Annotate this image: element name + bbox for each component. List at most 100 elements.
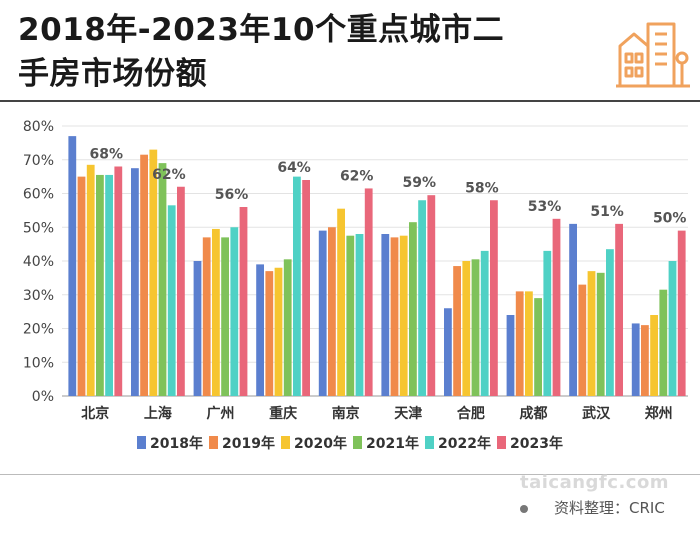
data-label: 64% [277,160,311,176]
legend-label: 2020年 [294,435,347,452]
x-tick-label: 武汉 [582,405,611,422]
bar [77,176,86,396]
legend-label: 2022年 [438,435,491,452]
bar [167,205,176,396]
bar [328,227,336,396]
y-tick-label: 70% [23,153,54,169]
bar [221,237,229,396]
bar [355,234,364,396]
legend-swatch [497,436,506,449]
x-tick-label: 合肥 [457,405,485,422]
x-tick-label: 天津 [394,405,422,422]
bar [86,164,95,396]
bar [293,176,301,396]
bar [149,149,158,396]
bar [105,174,113,396]
watermark-text: taicangfc.com [520,472,670,493]
title-line-2: 手房市场份额 [18,56,207,92]
legend-swatch [353,436,362,449]
bar [668,261,677,396]
bar [302,180,310,396]
data-label: 62% [340,168,374,184]
footer-divider [0,474,700,475]
data-label: 56% [215,187,249,203]
chart-area: 0% 10% 20% 30% 40% 50% 60% 70% 80% 68% 北京 62% 上海 56% 广… [0,104,700,472]
bar [606,249,614,396]
bar [552,218,561,396]
bar [68,136,77,396]
y-tick-label: 80% [23,119,54,135]
bar [364,188,373,396]
bar [427,195,436,396]
bar [212,228,220,396]
bar [239,207,248,396]
bar [265,271,274,396]
bar [569,223,577,396]
x-tick-label: 郑州 [645,405,673,422]
building-logo-icon [616,22,690,88]
title-line-1: 2018年-2023年10个重点城市二 [18,12,505,48]
bar [596,272,605,396]
bar [158,163,167,396]
bar [543,250,552,396]
x-tick-label: 重庆 [269,405,297,422]
data-label: 58% [465,180,499,196]
bar [471,259,480,396]
page-title: 2018年-2023年10个重点城市二 手房市场份额 [18,8,578,96]
bullet-dot-icon [520,504,528,513]
bar [96,174,104,396]
legend-label: 2019年 [222,435,275,452]
bar [283,259,292,396]
bar [230,227,239,396]
bar [177,186,185,396]
bar [534,298,542,396]
x-tick-label: 成都 [520,405,548,422]
bar [525,291,533,396]
data-label: 51% [590,204,624,220]
legend-swatch [281,436,290,449]
legend-swatch [137,436,146,449]
bar [515,291,524,396]
bar [480,250,489,396]
bar-chart: 0% 10% 20% 30% 40% 50% 60% 70% 80% 68% 北京 62% 上海 56% 广… [23,119,688,452]
legend-label: 2018年 [150,435,203,452]
bar [641,325,649,396]
bar [140,154,148,396]
y-tick-label: 30% [23,288,54,304]
bar [318,230,327,396]
legend-swatch [209,436,218,449]
bar [274,267,283,396]
x-tick-label: 上海 [144,405,172,422]
y-tick-label: 40% [23,254,54,270]
bar [659,289,668,396]
x-tick-label: 广州 [207,405,235,422]
y-tick-label: 20% [23,322,54,338]
bar [131,168,139,396]
data-label: 68% [90,147,124,163]
legend-label: 2023年 [510,435,563,452]
bar [587,271,596,396]
bar [490,200,498,396]
bar [381,234,390,396]
source-text: 资料整理：CRIC [554,499,665,517]
bar [615,223,623,396]
bar [256,264,264,396]
y-tick-label: 0% [32,389,54,405]
bar [506,315,515,396]
bar [399,235,408,396]
bar [453,266,461,396]
bar [346,235,355,396]
bar [202,237,211,396]
x-tick-label: 北京 [81,405,109,422]
bar [650,315,658,396]
bar [409,222,417,396]
data-label: 53% [528,199,562,215]
bar [390,237,399,396]
bar [193,261,202,396]
legend-label: 2021年 [366,435,419,452]
data-label: 59% [403,175,437,191]
bar [337,208,345,396]
bar [462,261,471,396]
bar [418,200,426,396]
bar [677,230,686,396]
